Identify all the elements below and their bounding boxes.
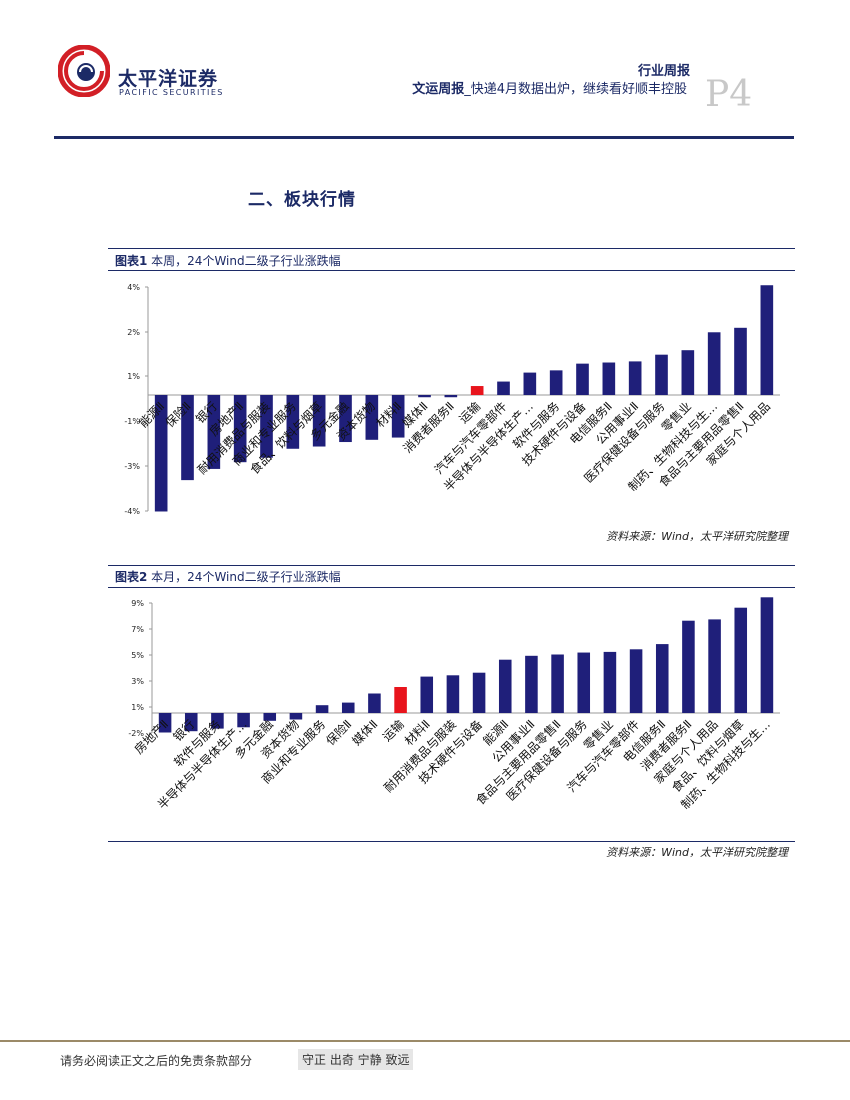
figure-1-caption: 图表1 本周，24个Wind二级子行业涨跌幅 <box>115 252 341 269</box>
figure-1-label: 图表1 <box>115 254 148 268</box>
figure-2-caption-rule <box>108 587 795 588</box>
bar <box>184 713 198 732</box>
bar <box>655 354 668 395</box>
bar <box>158 713 172 733</box>
bar <box>734 607 748 713</box>
figure-2-top-rule <box>108 565 795 566</box>
bar <box>289 713 303 720</box>
y-tick-label: -1% <box>124 417 140 426</box>
brand-name-en: PACIFIC SECURITIES <box>119 88 224 97</box>
figure-2-source: 资料来源：Wind，太平洋研究院整理 <box>606 846 788 859</box>
bar <box>681 350 695 395</box>
bar <box>602 362 616 395</box>
bar <box>391 395 405 438</box>
x-category-label: 媒体Ⅱ <box>349 717 380 748</box>
monthly-industry-bar-chart: 9%7%5%3%1%-2%房地产Ⅱ 银行软件与服务半导体与半导体生产…多元金融资本… <box>128 597 780 812</box>
bar <box>211 713 224 729</box>
bar <box>470 386 484 395</box>
bar <box>394 687 407 713</box>
y-tick-label: 3% <box>131 677 144 686</box>
bar <box>418 395 431 398</box>
bar <box>315 705 329 713</box>
y-tick-label: 9% <box>131 599 144 608</box>
figure-1-source: 资料来源：Wind，太平洋研究院整理 <box>606 530 788 543</box>
figure-1-caption-text: 本周，24个Wind二级子行业涨跌幅 <box>147 254 341 268</box>
bar <box>682 620 695 713</box>
report-title-text: _快递4月数据出炉，继续看好顺丰控股 <box>464 82 687 97</box>
bar <box>286 395 300 449</box>
bar <box>603 651 617 713</box>
report-series: 文运周报 <box>412 82 465 97</box>
company-motto: 守正 出奇 宁静 致远 <box>298 1049 414 1070</box>
bar <box>233 395 247 463</box>
bar <box>368 693 381 713</box>
bar <box>260 395 273 458</box>
bar <box>525 655 538 713</box>
bar <box>707 332 721 395</box>
bar <box>577 652 591 713</box>
bar <box>655 644 669 713</box>
y-tick-label: 2% <box>127 328 140 337</box>
bar <box>237 713 250 728</box>
bar <box>760 597 774 713</box>
disclaimer-notice: 请务必阅读正文之后的免责条款部分 <box>60 1054 253 1068</box>
bar <box>207 395 221 469</box>
bar <box>181 395 194 481</box>
company-logo-icon <box>58 45 110 97</box>
figure-2-label: 图表2 <box>115 570 148 584</box>
y-tick-label: -2% <box>128 729 144 738</box>
bar <box>446 675 460 713</box>
bar <box>498 659 512 713</box>
bar <box>734 327 747 395</box>
y-tick-label: -3% <box>124 462 140 471</box>
brand-name-cn: 太平洋证券 <box>118 68 219 90</box>
bar <box>523 372 537 395</box>
y-tick-label: 7% <box>131 625 144 634</box>
bar <box>312 395 326 447</box>
y-tick-label: -4% <box>124 507 140 516</box>
header-divider <box>54 136 794 139</box>
bar <box>472 672 486 713</box>
figure-2-caption: 图表2 本月，24个Wind二级子行业涨跌幅 <box>115 568 341 585</box>
bar <box>341 702 355 713</box>
y-tick-label: 1% <box>127 372 140 381</box>
bar <box>444 395 458 398</box>
figure-1-top-rule <box>108 248 795 249</box>
report-type: 行业周报 <box>637 64 690 79</box>
bar <box>549 370 563 395</box>
bar <box>420 676 434 713</box>
bar <box>708 619 721 713</box>
bar <box>760 285 774 395</box>
bar <box>263 713 277 721</box>
bar <box>339 395 352 443</box>
y-tick-label: 1% <box>131 703 144 712</box>
bar <box>365 395 379 440</box>
bar <box>551 654 564 713</box>
y-tick-label: 5% <box>131 651 144 660</box>
y-tick-label: 4% <box>127 283 140 292</box>
bar <box>576 363 589 395</box>
bar <box>154 395 168 512</box>
bar <box>628 361 642 395</box>
x-category-label: 保险Ⅱ <box>323 717 355 749</box>
figure-2-caption-text: 本月，24个Wind二级子行业涨跌幅 <box>147 570 341 584</box>
bar <box>497 381 510 395</box>
section-title: 二、板块行情 <box>248 190 356 210</box>
bar <box>629 649 643 713</box>
figure-1-caption-rule <box>108 270 795 271</box>
figure-2-bottom-rule <box>108 841 795 842</box>
page-number: P4 <box>705 74 753 115</box>
report-title: 文运周报_快递4月数据出炉，继续看好顺丰控股 <box>412 78 687 97</box>
footer-divider <box>0 1040 850 1042</box>
